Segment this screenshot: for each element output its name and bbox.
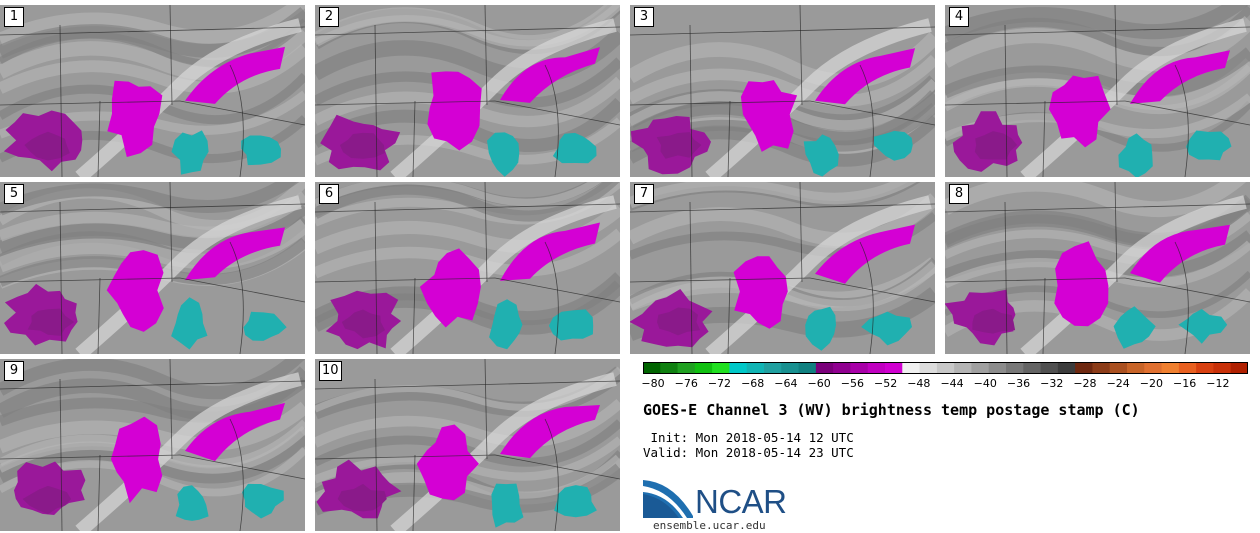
- colorbar-tick-label: −60: [807, 377, 831, 390]
- postage-stamp-panel: 6: [315, 182, 620, 354]
- colorbar-swatch: [1230, 362, 1249, 374]
- panel-number-label: 5: [4, 184, 24, 204]
- colorbar-swatch: [746, 362, 765, 374]
- colorbar-swatch: [1040, 362, 1059, 374]
- colorbar-tick-label: −40: [973, 377, 997, 390]
- colorbar-tick-label: −76: [674, 377, 698, 390]
- colorbar-swatch: [833, 362, 852, 374]
- init-time: Init: Mon 2018-05-14 12 UTC: [643, 430, 854, 445]
- postage-stamp-panel: 7: [630, 182, 935, 354]
- colorbar-tick-label: −12: [1206, 377, 1230, 390]
- panel-number-label: 9: [4, 361, 24, 381]
- colorbar-tick-label: −24: [1106, 377, 1130, 390]
- logo-url: ensemble.ucar.edu: [653, 519, 766, 532]
- colorbar-swatch: [764, 362, 782, 374]
- colorbar-swatch: [902, 362, 921, 374]
- colorbar-swatch: [1075, 362, 1094, 374]
- panel-number-label: 2: [319, 7, 339, 27]
- colorbar-swatch: [694, 362, 713, 374]
- colorbar-swatch: [936, 362, 955, 374]
- postage-stamp-panel: 3: [630, 5, 935, 177]
- colorbar-strip: [643, 362, 1249, 374]
- colorbar-tick-label: −32: [1040, 377, 1064, 390]
- postage-stamp-panel: 8: [945, 182, 1250, 354]
- colorbar-swatch: [1196, 362, 1215, 374]
- panel-number-label: 8: [949, 184, 969, 204]
- colorbar-swatch: [1109, 362, 1128, 374]
- colorbar-swatch: [1057, 362, 1076, 374]
- colorbar-swatch: [850, 362, 869, 374]
- water-vapor-map: [315, 182, 620, 354]
- colorbar-swatch: [1006, 362, 1024, 374]
- water-vapor-map: [315, 359, 620, 531]
- panel-number-label: 4: [949, 7, 969, 27]
- colorbar-swatch: [885, 362, 903, 374]
- colorbar-tick-label: −80: [641, 377, 665, 390]
- valid-time: Valid: Mon 2018-05-14 23 UTC: [643, 445, 854, 460]
- colorbar-swatch: [815, 362, 834, 374]
- water-vapor-map: [945, 182, 1250, 354]
- colorbar-tick-label: −56: [840, 377, 864, 390]
- colorbar-swatch: [643, 362, 661, 374]
- colorbar-swatch: [1092, 362, 1111, 374]
- colorbar-swatch: [729, 362, 748, 374]
- water-vapor-map: [630, 182, 935, 354]
- colorbar-swatch: [954, 362, 973, 374]
- panel-number-label: 1: [4, 7, 24, 27]
- postage-stamp-panel: 5: [0, 182, 305, 354]
- panel-number-label: 3: [634, 7, 654, 27]
- colorbar-tick-label: −44: [940, 377, 964, 390]
- colorbar-swatch: [1178, 362, 1197, 374]
- colorbar-tick-label: −64: [774, 377, 798, 390]
- colorbar-swatch: [712, 362, 731, 374]
- colorbar-swatch: [919, 362, 938, 374]
- water-vapor-map: [0, 182, 305, 354]
- colorbar-tick-label: −72: [707, 377, 732, 390]
- colorbar-swatch: [660, 362, 679, 374]
- panel-number-label: 10: [319, 361, 342, 381]
- colorbar-swatch: [1161, 362, 1180, 374]
- colorbar-swatch: [798, 362, 817, 374]
- colorbar-tick-label: −36: [1006, 377, 1031, 390]
- colorbar-tick-label: −68: [741, 377, 765, 390]
- postage-stamp-panel: 10: [315, 359, 620, 531]
- water-vapor-map: [315, 5, 620, 177]
- ncar-logo-mark-icon: [643, 480, 693, 518]
- ncar-logo-text: NCAR: [695, 483, 787, 520]
- water-vapor-map: [945, 5, 1250, 177]
- colorbar-swatch: [677, 362, 696, 374]
- colorbar-swatch: [867, 362, 886, 374]
- figure-title: GOES-E Channel 3 (WV) brightness temp po…: [643, 401, 1140, 419]
- postage-stamp-panel: 4: [945, 5, 1250, 177]
- colorbar-tick-label: −20: [1139, 377, 1164, 390]
- water-vapor-map: [630, 5, 935, 177]
- colorbar-tick-label: −52: [873, 377, 898, 390]
- colorbar-swatch: [1213, 362, 1232, 374]
- postage-stamp-panel: 1: [0, 5, 305, 177]
- colorbar-tick-label: −16: [1173, 377, 1197, 390]
- water-vapor-map: [0, 5, 305, 177]
- colorbar-swatch: [971, 362, 990, 374]
- colorbar-swatch: [781, 362, 800, 374]
- colorbar-swatch: [1023, 362, 1042, 374]
- colorbar: −80 −76 −72 −68 −64 −60 −56 −52 −48 −44 −40 −36 −32−…: [641, 361, 1249, 391]
- colorbar-tick-label: −28: [1073, 377, 1097, 390]
- colorbar-swatch: [1144, 362, 1163, 374]
- panel-number-label: 6: [319, 184, 339, 204]
- water-vapor-map: [0, 359, 305, 531]
- ncar-logo: NCAR ensemble.ucar.edu: [643, 476, 803, 532]
- postage-stamp-panel: 2: [315, 5, 620, 177]
- colorbar-swatch: [1127, 362, 1145, 374]
- colorbar-tick-label: −48: [907, 377, 931, 390]
- colorbar-tick-labels: −80 −76 −72 −68 −64 −60 −56 −52 −48 −44 −40 −36 −32−…: [641, 375, 1248, 391]
- postage-stamp-panel: 9: [0, 359, 305, 531]
- panel-number-label: 7: [634, 184, 654, 204]
- colorbar-swatch: [988, 362, 1007, 374]
